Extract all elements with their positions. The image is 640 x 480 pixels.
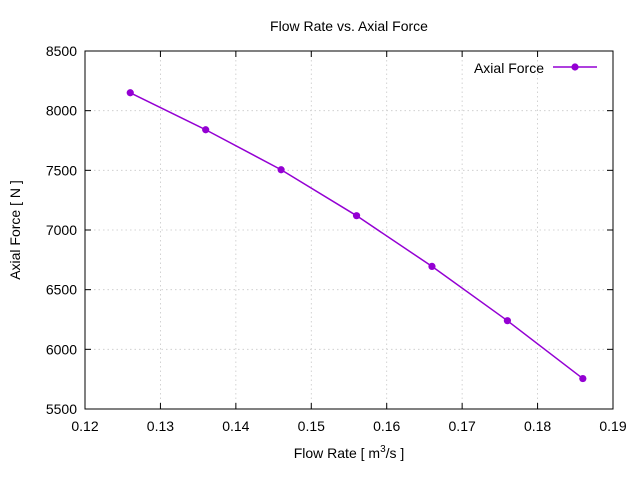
y-tick-label: 8000	[46, 103, 77, 119]
data-point	[277, 166, 285, 174]
x-axis-title-tail: /s ]	[386, 445, 405, 461]
x-axis-title-main: Flow Rate [ m	[294, 445, 380, 461]
data-point	[428, 262, 436, 270]
data-point	[352, 212, 361, 220]
plot-frame	[84, 50, 614, 410]
y-tick-label: 6000	[46, 341, 77, 357]
x-tick-label: 0.18	[524, 418, 551, 434]
x-tick-label: 0.17	[449, 418, 476, 434]
y-tick-label: 7500	[46, 162, 77, 178]
x-tick-label: 0.19	[599, 418, 626, 434]
series-layer	[126, 89, 587, 383]
y-tick-label: 5500	[46, 401, 77, 417]
x-tick-label: 0.12	[71, 418, 98, 434]
legend-marker	[571, 63, 579, 71]
x-tick-label: 0.16	[373, 418, 400, 434]
chart-title: Flow Rate vs. Axial Force	[270, 18, 428, 34]
data-point	[202, 126, 210, 134]
x-tick-label: 0.15	[298, 418, 325, 434]
data-point	[579, 374, 587, 383]
y-tick-labels: 5500 6000 6500 7000 7500 8000 8500	[46, 43, 77, 417]
series-line	[129, 92, 584, 380]
x-axis-title-superscript: 3	[380, 444, 386, 455]
y-tick-label: 7000	[46, 222, 77, 238]
legend: Axial Force	[474, 60, 597, 76]
data-point	[126, 89, 134, 97]
y-axis-title: Axial Force [ N ]	[7, 180, 23, 280]
axis-ticks	[84, 50, 614, 410]
x-tick-labels: 0.12 0.13 0.14 0.15 0.16 0.17 0.18 0.19	[71, 418, 626, 434]
y-tick-label: 8500	[46, 43, 77, 59]
grid	[85, 51, 613, 409]
x-tick-label: 0.13	[147, 418, 174, 434]
x-axis-title: Flow Rate [ m3/s ]	[294, 444, 405, 461]
data-point	[503, 317, 511, 325]
y-tick-label: 6500	[46, 282, 77, 298]
legend-label: Axial Force	[474, 60, 544, 76]
x-tick-label: 0.14	[222, 418, 249, 434]
